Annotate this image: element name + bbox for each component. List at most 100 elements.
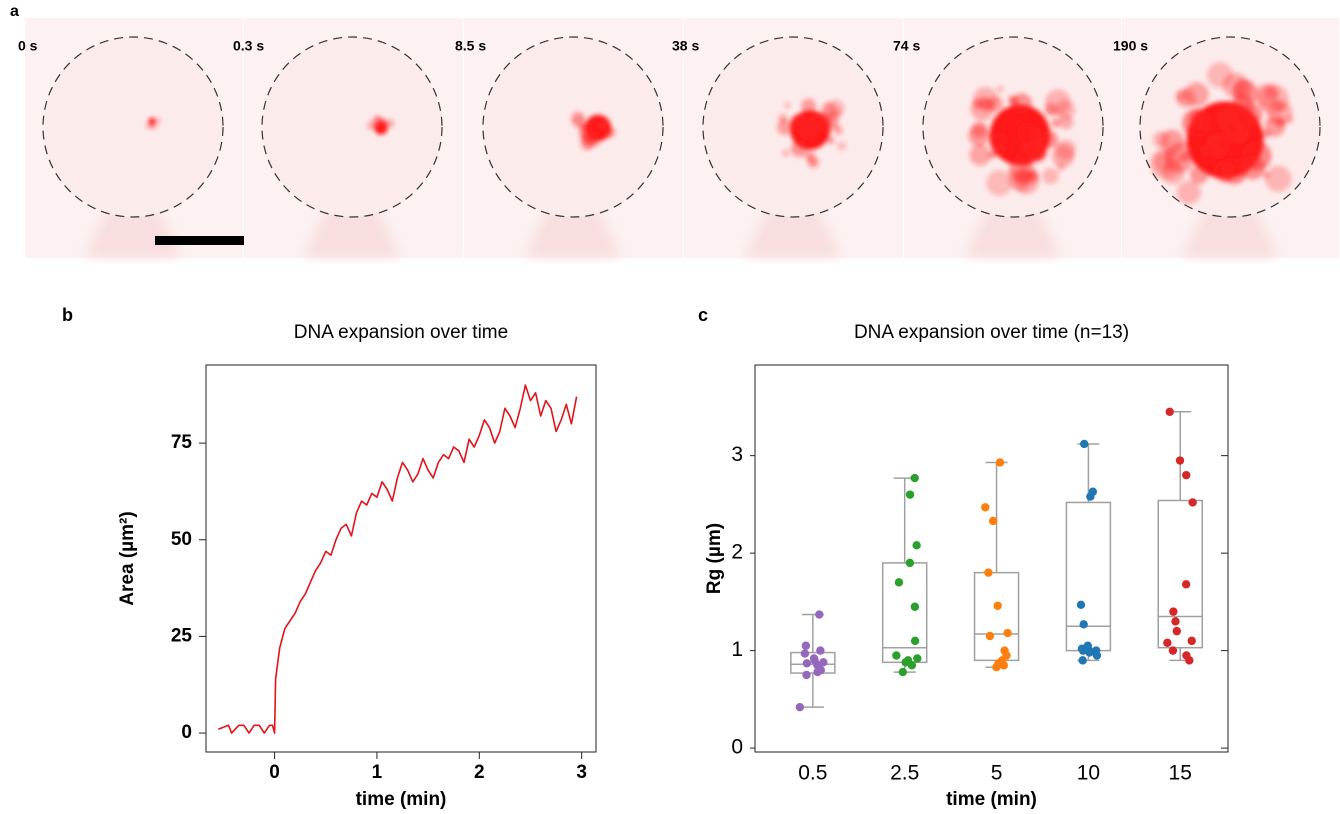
box xyxy=(1065,501,1112,652)
data-point xyxy=(905,490,915,499)
dna-speck xyxy=(777,120,793,135)
data-point xyxy=(1088,487,1098,496)
dna-speck xyxy=(1041,131,1059,149)
dna-speck xyxy=(1051,144,1075,168)
dna-speck xyxy=(145,121,154,130)
data-point xyxy=(801,641,811,650)
dna-speck xyxy=(1265,165,1292,192)
dna-speck xyxy=(1222,72,1248,98)
box xyxy=(790,651,836,674)
dna-speck xyxy=(1176,180,1201,205)
data-point xyxy=(910,602,920,611)
data-point xyxy=(1171,617,1180,626)
x-tick-label: 0 xyxy=(269,762,280,783)
data-point xyxy=(1078,656,1087,665)
y-tick-label: 2 xyxy=(731,541,743,564)
dna-speck xyxy=(1205,134,1229,158)
data-point xyxy=(1080,439,1089,449)
x-axis-label: time (min) xyxy=(356,789,447,810)
time-label: 0.3 s xyxy=(233,38,264,54)
x-tick-label: 2.5 xyxy=(890,762,919,785)
dna-speck xyxy=(1262,172,1270,179)
data-point xyxy=(984,568,993,577)
dna-speck xyxy=(598,120,608,130)
dna-speck xyxy=(1265,86,1279,100)
dna-speck xyxy=(1213,160,1236,183)
dna-speck xyxy=(989,132,1009,152)
time-label: 190 s xyxy=(1113,38,1148,54)
data-point xyxy=(1182,651,1191,660)
dna-speck xyxy=(604,126,616,138)
dna-speck xyxy=(972,98,983,109)
dna-speck xyxy=(831,108,842,119)
data-point xyxy=(912,541,921,550)
x-axis-label: time (min) xyxy=(946,789,1037,810)
dna-speck xyxy=(1179,151,1191,163)
dna-speck xyxy=(782,149,790,157)
channel-shadow xyxy=(525,205,621,258)
data-point xyxy=(1168,646,1178,655)
dna-speck xyxy=(1027,127,1043,142)
data-point xyxy=(1077,644,1087,653)
dna-speck xyxy=(1051,118,1061,128)
dna-speck xyxy=(988,151,996,159)
dna-speck xyxy=(1286,115,1294,124)
data-point xyxy=(1091,646,1101,655)
data-point xyxy=(898,667,908,677)
y-tick-label: 1 xyxy=(731,638,743,661)
data-point xyxy=(795,702,805,712)
data-point xyxy=(999,661,1008,670)
data-point xyxy=(816,646,825,655)
dna-speck xyxy=(784,101,791,109)
data-point xyxy=(894,578,904,587)
channel-shadow xyxy=(1182,205,1278,258)
data-point xyxy=(1163,638,1172,648)
dna-speck xyxy=(971,121,988,138)
chamber xyxy=(482,36,664,218)
channel-shadow xyxy=(304,205,400,258)
data-point xyxy=(1169,607,1178,616)
dna-speck xyxy=(790,140,808,157)
time-label: 8.5 s xyxy=(455,38,486,54)
x-tick-label: 2 xyxy=(474,762,485,783)
data-point xyxy=(813,667,822,677)
y-tick-label: 0 xyxy=(731,736,743,759)
dna-speck xyxy=(799,121,817,140)
box xyxy=(1157,499,1203,649)
x-tick-label: 15 xyxy=(1169,762,1192,785)
dna-speck xyxy=(1044,103,1058,117)
dna-speck xyxy=(1189,165,1209,184)
data-point xyxy=(892,651,901,660)
dna-speck xyxy=(1273,100,1285,112)
data-point xyxy=(1181,580,1191,589)
data-point xyxy=(802,670,811,680)
dna-speck xyxy=(154,117,162,125)
dna-speck xyxy=(1029,142,1048,161)
dna-speck xyxy=(778,114,788,124)
panel-label: b xyxy=(62,305,73,325)
dna-speck xyxy=(1042,168,1059,185)
data-point xyxy=(809,654,819,663)
dna-speck xyxy=(808,157,818,167)
x-tick-label: 0.5 xyxy=(798,762,827,785)
chamber xyxy=(42,36,224,218)
dna-speck xyxy=(583,122,594,132)
dna-speck xyxy=(1013,168,1039,195)
data-point xyxy=(1085,648,1094,657)
data-point xyxy=(910,636,920,646)
chart-title: DNA expansion over time xyxy=(294,322,508,343)
dna-speck xyxy=(1218,105,1248,135)
chamber xyxy=(261,36,443,218)
x-tick-label: 5 xyxy=(991,762,1003,785)
dna-blob xyxy=(145,117,162,130)
data-point xyxy=(1182,470,1191,480)
dna-speck xyxy=(813,112,832,131)
dna-blob xyxy=(367,115,395,135)
data-point xyxy=(1165,407,1174,416)
data-point xyxy=(819,658,828,667)
dna-speck xyxy=(1153,131,1170,149)
data-point xyxy=(903,656,913,665)
dna-speck xyxy=(801,98,817,114)
data-point xyxy=(1076,600,1086,610)
y-tick-label: 50 xyxy=(171,529,192,550)
